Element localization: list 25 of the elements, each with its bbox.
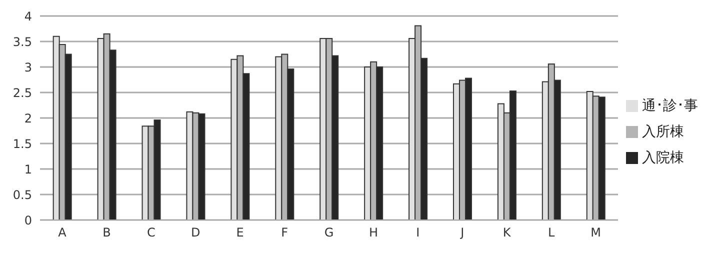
x-tick-label: A xyxy=(58,226,68,240)
x-tick-label: J xyxy=(460,226,464,240)
legend-label: 通･診･事 xyxy=(642,98,698,114)
x-tick-label: F xyxy=(281,226,288,240)
x-tick-label: B xyxy=(102,226,111,240)
x-tick-label: K xyxy=(502,226,512,240)
x-tick-label: M xyxy=(590,226,601,240)
y-tick-label: 3 xyxy=(24,60,32,74)
y-tick-label: 4 xyxy=(24,9,32,24)
y-tick-label: 1.5 xyxy=(12,136,32,151)
y-tick-label: 0.5 xyxy=(12,188,32,202)
x-tick-label: I xyxy=(416,226,420,240)
legend-label: 入所棟 xyxy=(642,124,684,140)
y-tick-label: 2 xyxy=(24,111,32,126)
x-tick-label: C xyxy=(146,226,156,240)
y-tick-label: 0 xyxy=(24,213,32,228)
y-tick-label: 1 xyxy=(24,162,32,176)
x-tick-label: H xyxy=(368,226,378,240)
x-tick-label: G xyxy=(324,226,334,240)
legend-label: 入院棟 xyxy=(642,150,684,166)
x-tick-label: L xyxy=(548,226,555,240)
x-tick-label: E xyxy=(236,226,244,240)
x-tick-label: D xyxy=(190,226,200,240)
y-tick-label: 3.5 xyxy=(12,34,32,49)
y-tick-label: 2.5 xyxy=(12,86,32,100)
